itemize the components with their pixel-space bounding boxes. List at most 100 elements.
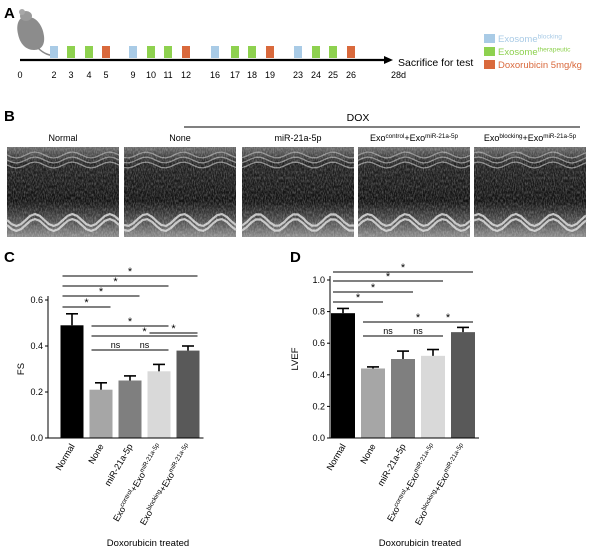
timeline-day-label: 17 bbox=[230, 70, 240, 80]
sacrifice-label: Sacrifice for test bbox=[398, 57, 473, 69]
timeline-day-labels: 0 2 3 4 5 9 10 11 12 16 17 18 19 23 24 25 26 bbox=[17, 70, 356, 80]
echo-image-label: Exoblocking+ExomiR-21a-5p bbox=[484, 133, 577, 143]
timeline-day-label: 5 bbox=[103, 70, 108, 80]
echo-speckle bbox=[7, 147, 119, 237]
significance-label: * bbox=[128, 266, 133, 278]
echo-speckle bbox=[474, 147, 586, 237]
timeline-day-label: 24 bbox=[311, 70, 321, 80]
main-text: None bbox=[358, 442, 377, 466]
main-text: Exo bbox=[484, 133, 500, 143]
echo-image-label: Exocontrol+ExomiR-21a-5p bbox=[370, 133, 459, 143]
superscript-text: miR-21a-5p bbox=[412, 442, 435, 474]
superscript-text: therapeutic bbox=[538, 47, 572, 54]
significance-label: ns bbox=[111, 340, 121, 350]
bar bbox=[147, 371, 171, 438]
main-text: None bbox=[86, 442, 105, 466]
main-text: miR-21a-5p bbox=[274, 133, 321, 143]
timeline-arrow-icon bbox=[384, 56, 393, 64]
echo-image bbox=[6, 147, 120, 237]
superscript-text: blocking bbox=[538, 34, 563, 41]
x-tick-label: Exoblocking+ExomiR-21a-5p bbox=[138, 442, 193, 527]
legend-swatch-dox bbox=[484, 60, 495, 69]
x-tick-label: Normal bbox=[54, 442, 77, 472]
bar bbox=[118, 380, 142, 438]
significance-label: * bbox=[171, 323, 176, 335]
main-text: Exo bbox=[370, 133, 386, 143]
y-tick-label: 0.2 bbox=[30, 387, 43, 397]
echo-image bbox=[357, 147, 471, 237]
x-axis-label: Doxorubicin treated bbox=[107, 538, 189, 549]
bar bbox=[391, 359, 415, 438]
timeline-day-label: 23 bbox=[293, 70, 303, 80]
timeline-markers bbox=[50, 46, 355, 58]
significance-label: * bbox=[84, 297, 89, 309]
bar bbox=[331, 313, 355, 438]
bar bbox=[176, 350, 200, 438]
significance-label: * bbox=[401, 262, 406, 274]
mouse-icon bbox=[17, 9, 59, 57]
y-tick-label: 0.4 bbox=[30, 341, 43, 351]
y-tick-label: 0.6 bbox=[312, 338, 325, 348]
significance-label: * bbox=[113, 276, 118, 288]
x-tick-label: None bbox=[86, 442, 105, 466]
timeline-day-label: 16 bbox=[210, 70, 220, 80]
significance-label: ns bbox=[140, 340, 150, 350]
y-tick-label: 0.2 bbox=[312, 401, 325, 411]
y-tick-label: 0.6 bbox=[30, 295, 43, 305]
timeline-day-label: 25 bbox=[328, 70, 338, 80]
timeline-day-label: 0 bbox=[17, 70, 22, 80]
timeline-day-label: 4 bbox=[86, 70, 91, 80]
bar bbox=[89, 389, 113, 438]
timeline-day-label: 2 bbox=[51, 70, 56, 80]
end-day-label: 28d bbox=[391, 70, 406, 80]
timeline-day-label: 12 bbox=[181, 70, 191, 80]
echo-image-label: miR-21a-5p bbox=[274, 133, 321, 143]
timeline-marker-blocking bbox=[294, 46, 302, 58]
y-tick-label: 0.8 bbox=[312, 307, 325, 317]
bar bbox=[361, 368, 385, 438]
superscript-text: miR-21a-5p bbox=[543, 133, 576, 140]
y-tick-label: 0.0 bbox=[30, 433, 43, 443]
main-text: Normal bbox=[48, 133, 77, 143]
echo-speckle bbox=[124, 147, 236, 237]
superscript-text: blocking bbox=[499, 133, 523, 140]
y-tick-label: 0.4 bbox=[312, 370, 325, 380]
legend-label-blocking: Exosomeblocking bbox=[498, 34, 562, 45]
timeline-marker-blocking bbox=[129, 46, 137, 58]
panel-b-echo-images: B DOX Normal None miR-21a-5p Exocontrol+Exo… bbox=[4, 108, 587, 237]
echo-image bbox=[473, 147, 587, 237]
bar bbox=[421, 355, 445, 438]
panel-d-letter: D bbox=[290, 249, 301, 266]
significance-label: * bbox=[356, 292, 361, 304]
superscript-text: miR-21a-5p bbox=[425, 133, 458, 140]
timeline-marker-therapeutic bbox=[147, 46, 155, 58]
echo-image-label: None bbox=[169, 133, 191, 143]
bar bbox=[451, 332, 475, 438]
dox-label: DOX bbox=[347, 112, 370, 124]
y-tick-label: 0.0 bbox=[312, 433, 325, 443]
legend-swatch-therapeutic bbox=[484, 47, 495, 56]
superscript-text: miR-21a-5p bbox=[138, 442, 161, 474]
significance-label: * bbox=[371, 282, 376, 294]
timeline-marker-blocking bbox=[211, 46, 219, 58]
timeline-day-label: 11 bbox=[163, 70, 172, 80]
timeline-day-label: 19 bbox=[265, 70, 275, 80]
superscript-text: miR-21a-5p bbox=[167, 442, 190, 474]
timeline-marker-dox bbox=[347, 46, 355, 58]
panel-b-letter: B bbox=[4, 108, 15, 125]
significance-label: * bbox=[99, 286, 104, 298]
legend-swatch-blocking bbox=[484, 34, 495, 43]
timeline-day-label: 18 bbox=[247, 70, 257, 80]
timeline-marker-blocking bbox=[50, 46, 58, 58]
y-tick-label: 1.0 bbox=[312, 275, 325, 285]
timeline-marker-therapeutic bbox=[164, 46, 172, 58]
legend-label-dox: Doxorubicin 5mg/kg bbox=[498, 60, 582, 71]
bar bbox=[60, 325, 84, 438]
echo-speckle bbox=[358, 147, 470, 237]
main-text: Normal bbox=[54, 442, 77, 472]
echo-image bbox=[123, 147, 237, 237]
y-axis-label: FS bbox=[16, 363, 27, 375]
x-tick-label: Normal bbox=[325, 442, 348, 472]
